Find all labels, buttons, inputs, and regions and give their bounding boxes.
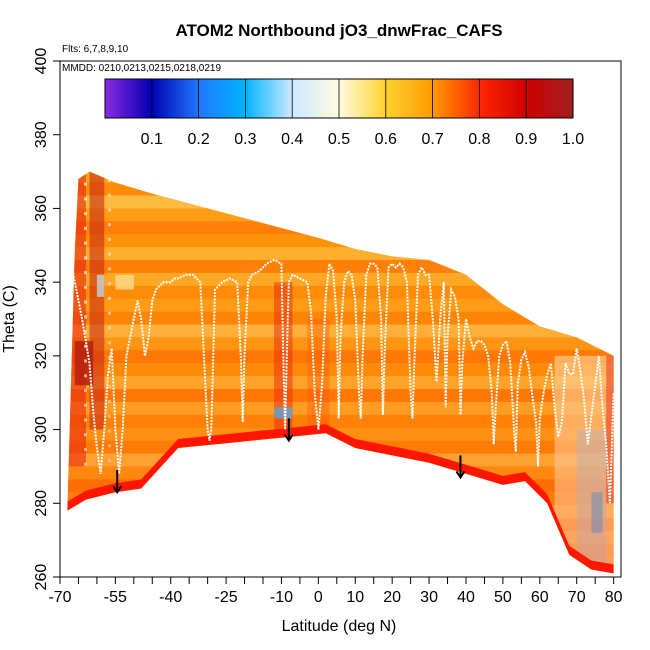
colorbar-tick-label: 0.6: [375, 131, 397, 148]
annotation-arrow-head: [283, 434, 294, 443]
x-tick-label: -10: [270, 589, 293, 606]
x-tick-label: 70: [568, 589, 586, 606]
x-tick-label: -70: [48, 589, 71, 606]
x-axis-label: Latitude (deg N): [282, 618, 397, 635]
x-tick-label: -25: [215, 589, 238, 606]
colorbar-tick-label: 0.7: [421, 131, 443, 148]
x-tick-label: -40: [159, 589, 182, 606]
heatmap-band: [67, 492, 614, 506]
chart-title: ATOM2 Northbound jO3_dnwFrac_CAFS: [175, 21, 502, 40]
y-axis: 260 280 300 320 340 360 380 400: [33, 48, 60, 591]
plot-frame: [59, 60, 622, 578]
colorbar-frame: [104, 78, 574, 119]
annotation-arrow-head: [455, 470, 466, 480]
colorbar-dividers: [151, 79, 527, 118]
flights-label: Flts: 6,7,8,9,10: [62, 44, 129, 55]
colorbar-tick-label: 1.0: [562, 131, 584, 148]
colorbar-tick-label: 0.1: [141, 131, 163, 148]
y-tick-label: 400: [33, 48, 50, 75]
colorbar: 0.1 0.2 0.3 0.4 0.5 0.6 0.7 0.8 0.9 1.0: [104, 78, 585, 148]
colorbar-labels: 0.1 0.2 0.3 0.4 0.5 0.6 0.7 0.8 0.9 1.0: [141, 131, 585, 148]
y-tick-label: 340: [33, 269, 50, 296]
flight-track: [70, 258, 615, 504]
x-tick-label: 50: [494, 589, 512, 606]
x-tick-label: 60: [531, 589, 549, 606]
annotation-arrows: [112, 418, 466, 495]
y-tick-label: 360: [33, 195, 50, 222]
mmdd-label: MMDD: 0210,0213,0215,0218,0219: [62, 63, 221, 74]
heatmap-band: [67, 556, 614, 570]
y-axis-label: Theta (C): [1, 285, 18, 353]
y-tick-label: 280: [33, 490, 50, 517]
heatmap-band: [67, 171, 614, 183]
colorbar-tick-label: 0.8: [468, 131, 490, 148]
y-tick-label: 320: [33, 342, 50, 369]
heatmap-band: [67, 518, 614, 531]
x-axis: -70 -55 -40 -25 -10 0 10 20 30 40 50 60 70 80: [48, 577, 623, 606]
heatmap-band: [67, 505, 614, 519]
x-tick-label: 80: [605, 589, 623, 606]
x-tick-label: -55: [104, 589, 127, 606]
colorbar-tick-label: 0.9: [515, 131, 537, 148]
x-tick-label: 20: [383, 589, 401, 606]
y-tick-label: 380: [33, 121, 50, 148]
y-tick-label: 300: [33, 416, 50, 443]
x-tick-label: 10: [346, 589, 364, 606]
x-tick-label: 30: [420, 589, 438, 606]
heatmap-band: [67, 530, 614, 544]
heatmap-band: [67, 543, 614, 557]
y-tick-label: 260: [33, 564, 50, 591]
annotation-arrow-head: [112, 485, 123, 495]
colorbar-tick-label: 0.5: [328, 131, 350, 148]
heatmap-band: [60, 157, 621, 170]
colorbar-tick-label: 0.4: [281, 131, 303, 148]
x-tick-label: 40: [457, 589, 475, 606]
x-tick-label: 0: [314, 589, 323, 606]
colorbar-tick-label: 0.3: [234, 131, 256, 148]
colorbar-tick-label: 0.2: [187, 131, 209, 148]
